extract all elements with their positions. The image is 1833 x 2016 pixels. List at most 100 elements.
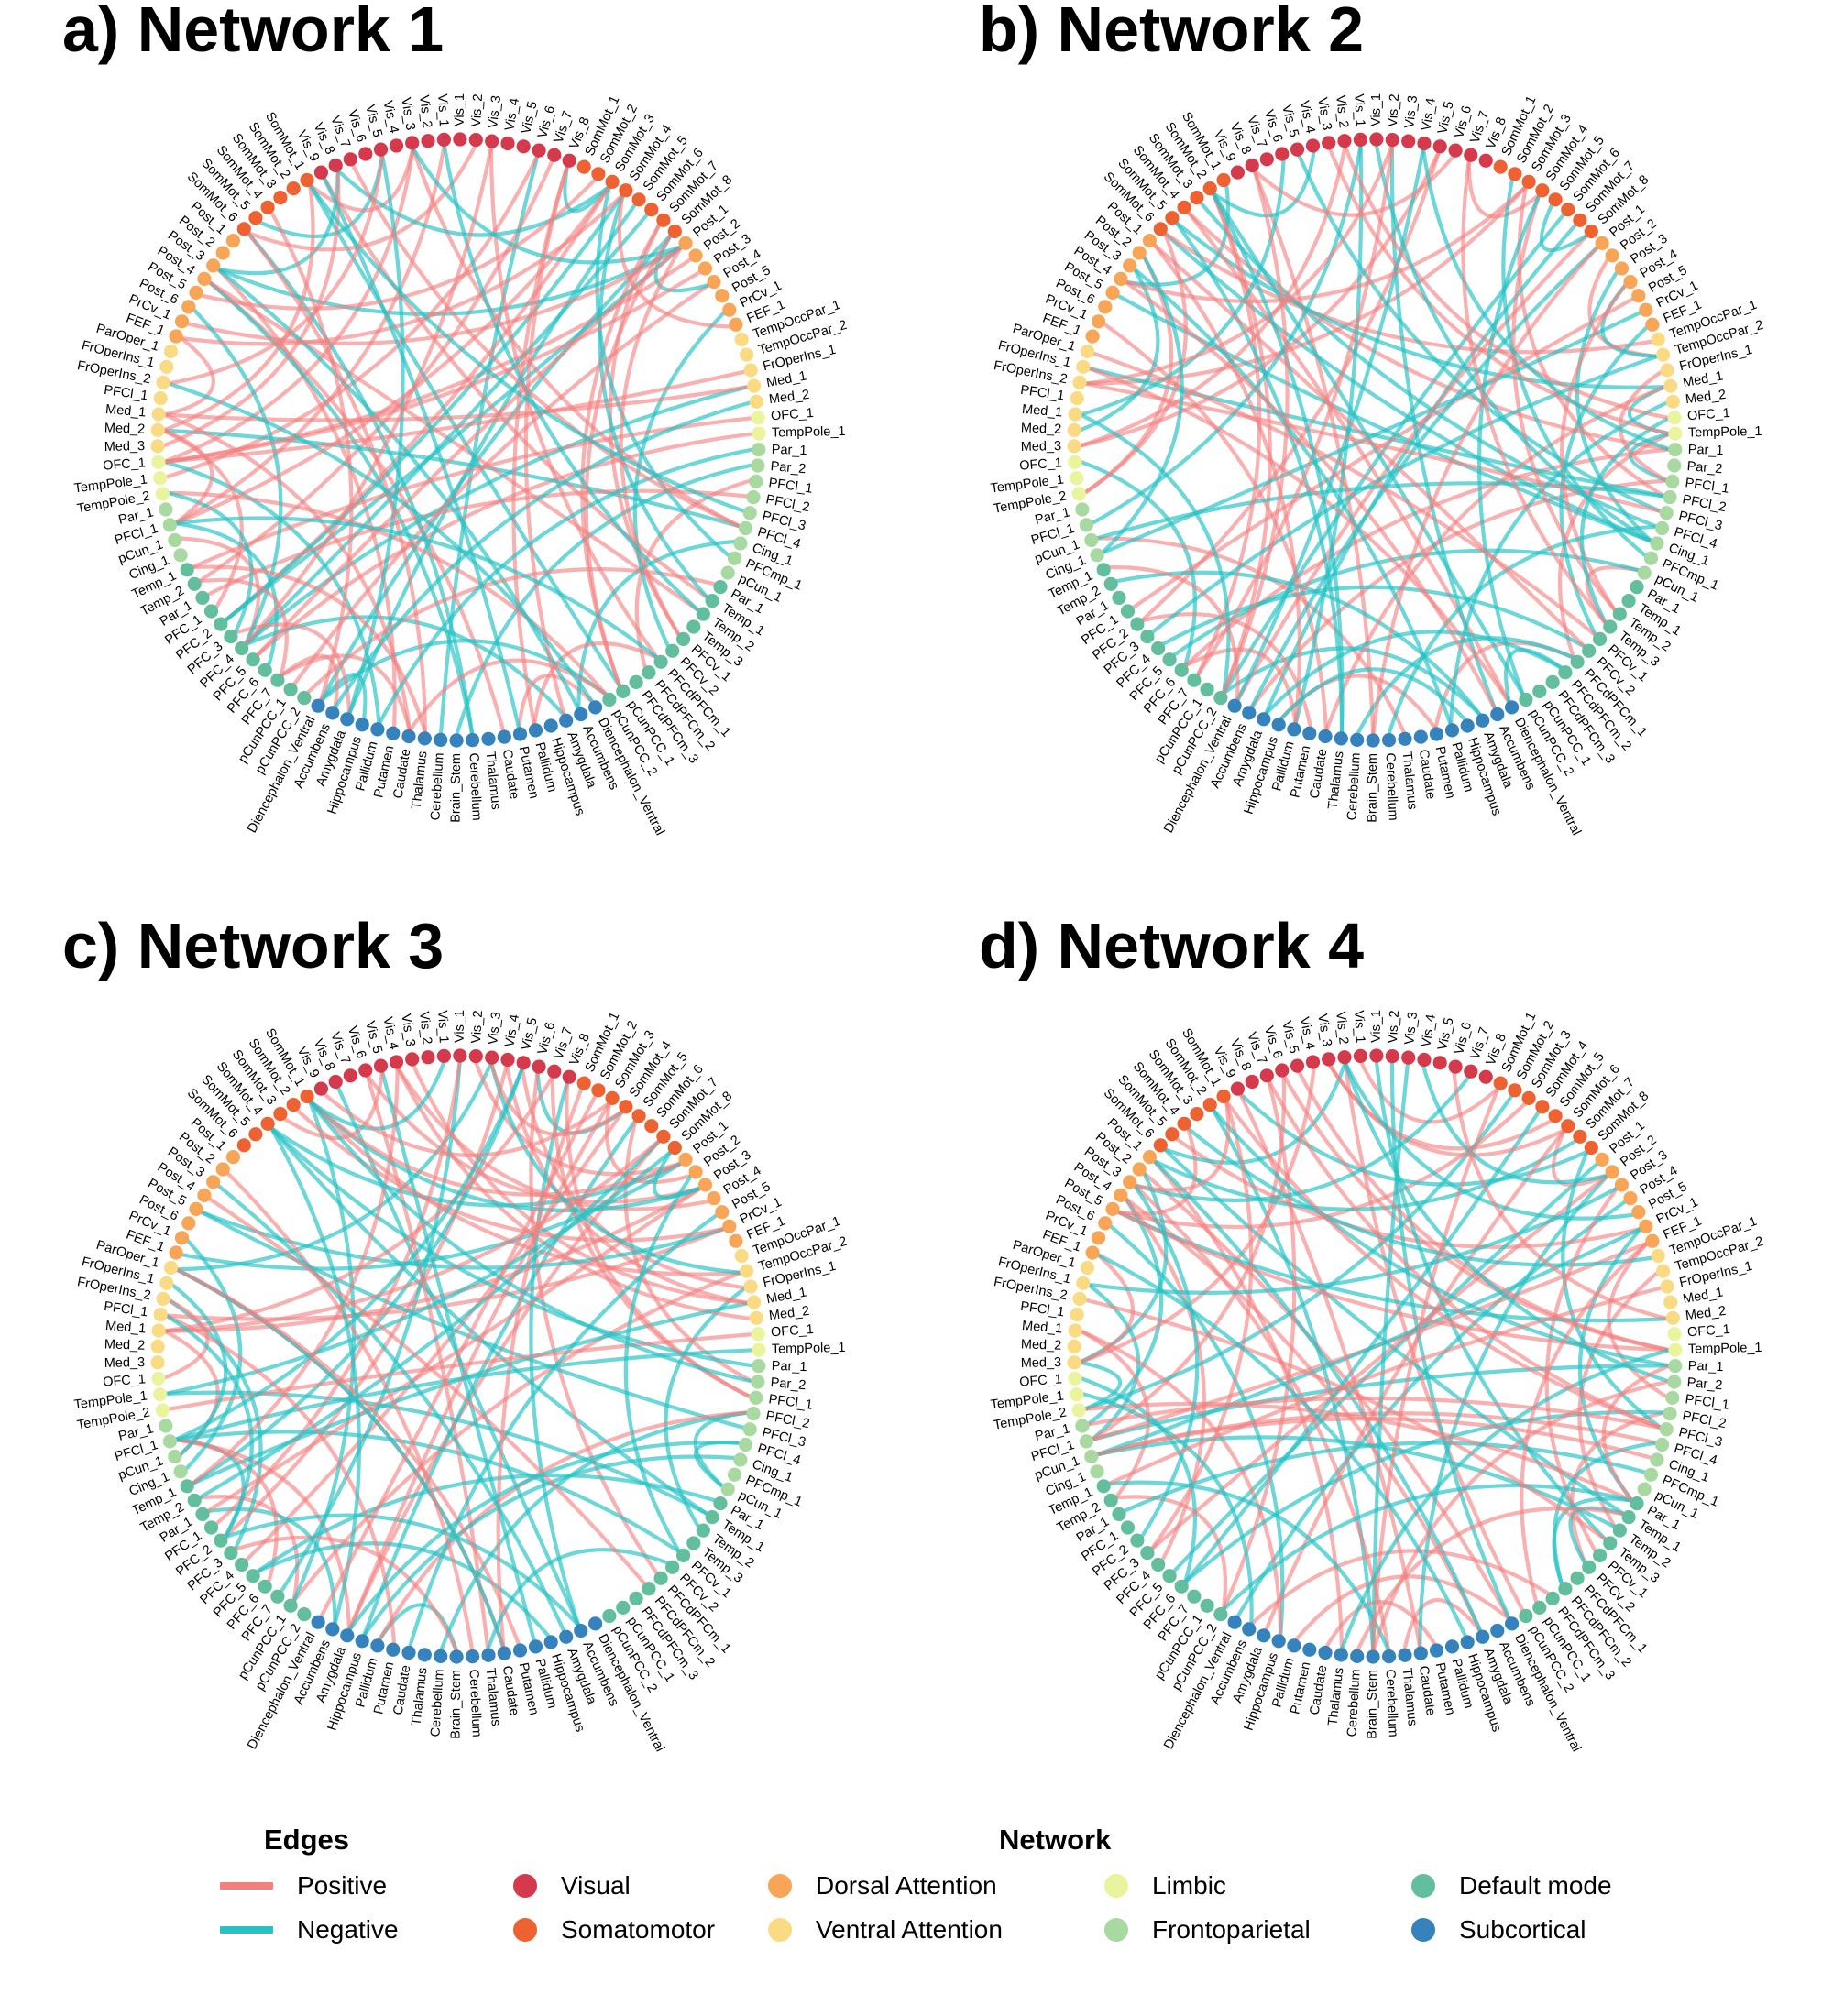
positive-edge bbox=[1130, 296, 1636, 610]
node-dot bbox=[1663, 378, 1678, 393]
positive-edge bbox=[206, 279, 506, 734]
negative-edge bbox=[346, 202, 638, 717]
node-dot bbox=[1165, 1127, 1180, 1142]
node-dot bbox=[1548, 1109, 1563, 1123]
node-dot bbox=[246, 652, 260, 667]
node-dot bbox=[168, 1449, 182, 1464]
negative-edge bbox=[1296, 152, 1663, 514]
node-dot bbox=[468, 133, 483, 148]
node-dot bbox=[386, 1642, 401, 1657]
network-color-dot bbox=[1411, 1874, 1435, 1898]
negative-edge bbox=[206, 279, 475, 737]
node-dot bbox=[512, 1643, 528, 1658]
positive-edge bbox=[1252, 168, 1376, 738]
node-dot bbox=[644, 1119, 659, 1134]
node-dot bbox=[1318, 1645, 1333, 1660]
negative-edge bbox=[223, 1513, 581, 1628]
node-dot bbox=[547, 1064, 562, 1079]
node-dot bbox=[1645, 317, 1660, 332]
node-dot bbox=[386, 726, 401, 740]
node-label: Med_3 bbox=[104, 1355, 146, 1371]
negative-edge bbox=[442, 143, 701, 613]
node-dot bbox=[1162, 652, 1177, 667]
node-dot bbox=[1476, 1629, 1490, 1644]
positive-edge bbox=[411, 1062, 751, 1306]
node-label: Vis_3 bbox=[1402, 94, 1421, 129]
node-dot bbox=[644, 203, 659, 217]
node-dot bbox=[162, 1434, 177, 1449]
node-dot bbox=[1132, 1162, 1147, 1177]
node-dot bbox=[1623, 275, 1638, 290]
node-dot bbox=[751, 1375, 765, 1389]
positive-edge bbox=[529, 1069, 660, 1576]
node-dot bbox=[453, 132, 467, 147]
node-dot bbox=[720, 565, 735, 580]
negative-edge bbox=[1539, 202, 1590, 253]
node-dot bbox=[1091, 1231, 1106, 1245]
positive-edge bbox=[269, 209, 354, 703]
node-dot bbox=[1668, 443, 1683, 457]
node-dot bbox=[203, 604, 219, 619]
node-dot bbox=[734, 332, 749, 347]
positive-edge bbox=[1078, 1065, 1316, 1364]
negative-edge bbox=[183, 1238, 243, 1472]
node-dot bbox=[195, 1507, 210, 1521]
node-dot bbox=[686, 619, 701, 634]
node-dot bbox=[1322, 1052, 1336, 1067]
node-dot bbox=[715, 1205, 730, 1220]
node-dot bbox=[1444, 1639, 1460, 1654]
chord-diagram-network-1: Vis_1 Vis_2 Vis_3Vis_4Vis_5Vis_6Vis_7Vis_8… bbox=[73, 93, 849, 838]
node-dot bbox=[1570, 654, 1585, 669]
node-dot bbox=[1070, 471, 1084, 486]
node-dot bbox=[1382, 733, 1397, 748]
node-dot bbox=[1398, 731, 1412, 746]
node-label: Par_2 bbox=[1686, 1375, 1723, 1393]
negative-edge bbox=[1171, 1161, 1600, 1574]
node-dot bbox=[436, 1048, 451, 1063]
node-dot bbox=[1665, 394, 1680, 409]
positive-edge bbox=[1461, 158, 1608, 626]
node-dot bbox=[163, 1260, 179, 1276]
node-label: TempPole_1 bbox=[1688, 1341, 1762, 1357]
node-dot bbox=[1432, 1056, 1447, 1070]
positive-edge bbox=[407, 658, 609, 733]
node-dot bbox=[1369, 1048, 1384, 1063]
positive-edge bbox=[1162, 231, 1655, 355]
positive-edge bbox=[1091, 351, 1598, 638]
node-dot bbox=[1508, 167, 1522, 181]
legend-edge-label: Positive bbox=[297, 1871, 388, 1900]
negative-edge bbox=[166, 381, 595, 705]
node-dot bbox=[1637, 1482, 1652, 1496]
node-label: OFC_1 bbox=[103, 1372, 147, 1389]
node-dot bbox=[1130, 617, 1145, 631]
node-label: Med_1 bbox=[1021, 1319, 1063, 1337]
node-dot bbox=[1112, 1507, 1126, 1521]
node-dot bbox=[248, 1127, 263, 1142]
negative-edge bbox=[1389, 143, 1498, 712]
node-dot bbox=[1385, 133, 1399, 148]
node-dot bbox=[713, 580, 728, 595]
node-dot bbox=[150, 1339, 165, 1353]
node-label: TempPole_1 bbox=[1688, 424, 1762, 441]
negative-edge bbox=[1448, 400, 1670, 728]
node-label: TempPole_1 bbox=[772, 424, 846, 441]
node-label: Vis_4 bbox=[380, 99, 401, 135]
node-dot bbox=[1614, 261, 1630, 276]
negative-edge bbox=[486, 1548, 671, 1652]
negative-edge bbox=[269, 1125, 684, 1208]
node-dot bbox=[187, 1493, 202, 1507]
node-dot bbox=[260, 200, 275, 214]
node-label: Vis_4 bbox=[1419, 97, 1439, 132]
node-dot bbox=[1660, 363, 1674, 378]
node-label: Thalamus bbox=[1325, 1667, 1346, 1726]
positive-edge bbox=[1551, 1128, 1610, 1188]
node-dot bbox=[543, 718, 558, 733]
node-dot bbox=[742, 1422, 757, 1437]
negative-edge bbox=[197, 1138, 662, 1500]
legend-edges-title: Edges bbox=[264, 1824, 350, 1856]
positive-edge bbox=[1151, 1158, 1345, 1652]
node-dot bbox=[1630, 1496, 1644, 1511]
node-dot bbox=[1654, 520, 1670, 536]
positive-edge bbox=[1132, 1183, 1391, 1653]
node-dot bbox=[1448, 143, 1463, 158]
